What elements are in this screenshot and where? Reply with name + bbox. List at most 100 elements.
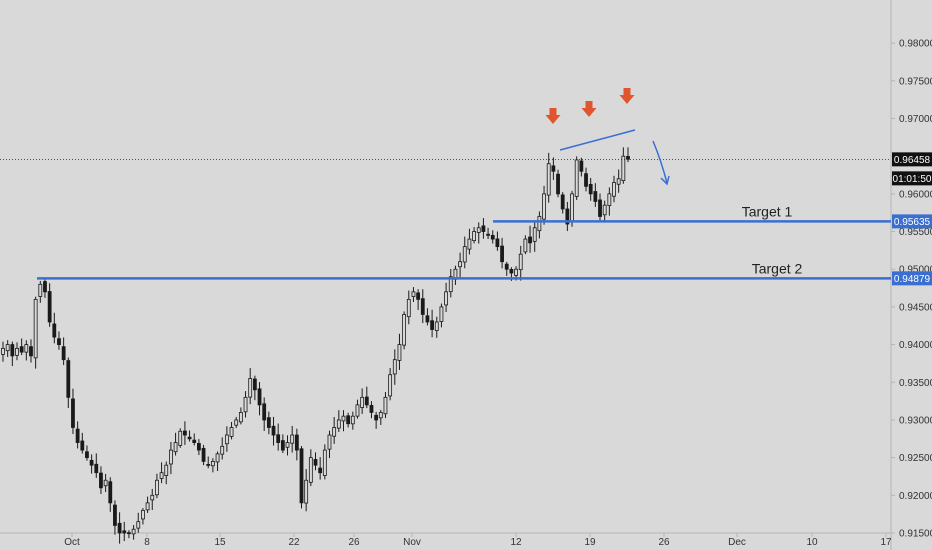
candle: [89, 454, 94, 474]
candle: [490, 230, 495, 244]
candle: [308, 449, 313, 487]
candle: [584, 167, 588, 192]
candle: [607, 187, 612, 216]
candle: [285, 435, 290, 456]
candle: [262, 397, 267, 431]
x-tick-label: 17: [880, 537, 892, 548]
candle: [574, 156, 579, 200]
x-tick-label: 10: [806, 537, 818, 548]
candle: [192, 433, 197, 446]
candle: [626, 147, 630, 163]
candle: [346, 412, 351, 428]
candle: [374, 411, 379, 429]
candle: [136, 512, 141, 533]
candle: [61, 337, 66, 366]
candle: [5, 340, 10, 357]
candle: [486, 227, 490, 239]
candle: [448, 268, 453, 298]
candle: [602, 200, 607, 223]
annotations[interactable]: [545, 88, 670, 186]
x-tick-label: Dec: [728, 537, 746, 548]
y-tick-label: 0.98000: [899, 39, 932, 50]
y-tick-label: 0.92500: [899, 453, 932, 464]
candle: [294, 428, 299, 461]
candle: [196, 439, 201, 456]
y-tick-label: 0.97000: [899, 114, 932, 125]
level-price-tag: 0.94879: [892, 271, 932, 286]
candle: [99, 466, 103, 495]
candle: [383, 391, 388, 419]
x-tick-label: 26: [348, 537, 360, 548]
candle: [495, 231, 500, 251]
candle: [425, 308, 430, 326]
candle: [290, 425, 295, 453]
candle: [378, 409, 383, 425]
down-arrow-icon: [545, 108, 561, 124]
candle: [183, 421, 187, 445]
level-price-tag: 0.95635: [892, 214, 932, 229]
candle: [528, 225, 532, 253]
candle: [411, 287, 416, 303]
candle: [406, 290, 411, 325]
candle: [173, 432, 178, 456]
candle: [229, 421, 234, 440]
candle: [523, 235, 528, 255]
x-axis: Oct 8 15 22 26 Nov 12 19 26 Dec 10 17: [0, 532, 892, 548]
candle: [364, 386, 369, 409]
x-tick-label: 26: [658, 537, 670, 548]
candle: [588, 178, 593, 201]
candle: [542, 185, 546, 225]
candle: [402, 311, 407, 350]
candle: [360, 388, 365, 414]
down-arrow-icon: [619, 88, 635, 104]
candle: [155, 473, 159, 499]
candle: [266, 411, 271, 435]
candle: [430, 309, 435, 338]
candle: [243, 391, 248, 418]
candle: [103, 473, 108, 492]
candle: [355, 399, 360, 419]
candle: [33, 296, 38, 369]
candle: [113, 500, 117, 535]
candle: [388, 368, 393, 401]
candle: [164, 461, 169, 485]
candle: [341, 410, 346, 432]
candle: [369, 401, 374, 419]
candle: [467, 228, 472, 255]
x-tick-label: 8: [144, 537, 150, 548]
candle: [66, 357, 71, 408]
candle: [257, 382, 262, 416]
countdown-tag-text: 01:01:50: [893, 174, 932, 185]
candle: [276, 423, 281, 451]
level-lines[interactable]: Target 1 Target 2: [0, 158, 891, 280]
trendline[interactable]: [559, 129, 636, 151]
candle: [1, 341, 5, 362]
x-tick-label: 22: [288, 537, 300, 548]
y-tick-label: 0.94000: [899, 340, 932, 351]
candle: [476, 222, 481, 244]
candle: [159, 462, 164, 484]
candle: [238, 407, 243, 425]
candle: [616, 169, 621, 193]
candle: [150, 488, 155, 511]
candle: [453, 265, 458, 285]
candle: [397, 333, 402, 370]
candle: [52, 312, 57, 344]
candle: [71, 388, 75, 435]
candle: [621, 147, 626, 184]
y-tick-label: 0.97500: [899, 76, 932, 87]
candle: [444, 282, 448, 312]
candle: [145, 496, 150, 513]
candle: [322, 444, 327, 480]
candle: [248, 368, 253, 405]
candle: [598, 193, 602, 222]
candle: [612, 175, 616, 203]
x-tick-label: Nov: [403, 537, 421, 548]
candle: [304, 469, 309, 512]
candle: [472, 227, 476, 244]
candle: [94, 453, 99, 478]
countdown-tag: 01:01:50: [892, 171, 932, 186]
y-tick-label: 0.91500: [899, 529, 932, 540]
candle: [593, 183, 598, 207]
